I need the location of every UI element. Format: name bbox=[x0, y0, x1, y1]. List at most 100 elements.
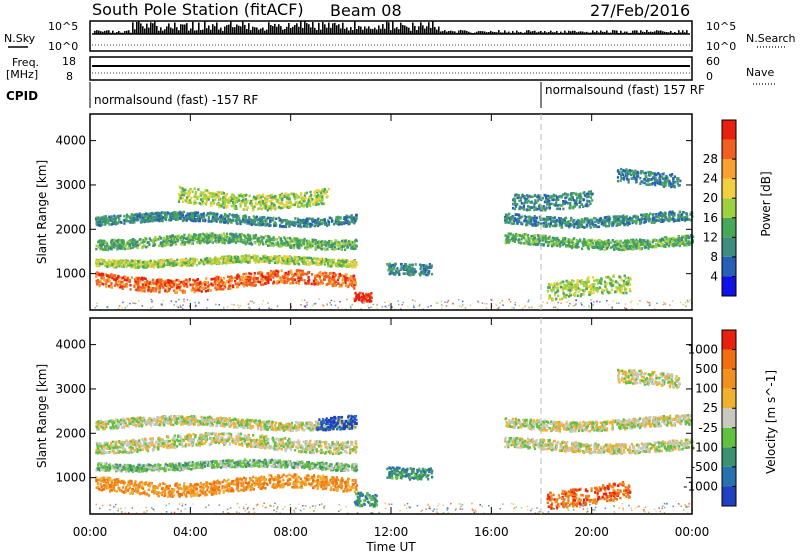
range-cell bbox=[297, 256, 300, 259]
range-cell bbox=[204, 259, 207, 263]
range-cell bbox=[667, 237, 670, 241]
range-cell bbox=[110, 223, 113, 226]
range-cell bbox=[168, 281, 171, 285]
range-cell bbox=[300, 259, 303, 262]
range-cell bbox=[408, 264, 411, 267]
range-cell bbox=[301, 273, 304, 276]
range-cell bbox=[688, 243, 691, 246]
range-cell bbox=[279, 238, 282, 241]
nsky-bar bbox=[200, 30, 202, 34]
range-cell bbox=[160, 284, 163, 288]
range-cell bbox=[110, 215, 113, 218]
range-cell bbox=[286, 275, 289, 278]
range-cell bbox=[153, 290, 156, 293]
nsky-bar bbox=[174, 22, 176, 34]
nsky-bar bbox=[424, 28, 426, 34]
range-cell bbox=[128, 280, 131, 283]
range-cell bbox=[215, 215, 218, 219]
range-cell bbox=[428, 266, 431, 269]
range-cell bbox=[108, 280, 111, 283]
range-cell bbox=[120, 241, 124, 245]
range-cell bbox=[316, 273, 319, 277]
range-cell bbox=[111, 273, 114, 277]
range-cell bbox=[334, 263, 338, 266]
nsky-bar bbox=[546, 32, 548, 34]
nsky-bar bbox=[292, 26, 294, 34]
nsky-bar bbox=[428, 22, 430, 34]
range-cell bbox=[326, 224, 329, 228]
range-cell bbox=[266, 257, 269, 261]
range-cell bbox=[133, 220, 136, 224]
range-cell bbox=[264, 240, 268, 244]
range-cell bbox=[193, 237, 196, 241]
range-cell bbox=[192, 219, 195, 223]
range-cell bbox=[204, 235, 207, 238]
nsky-bar bbox=[382, 24, 384, 34]
range-cell bbox=[124, 262, 127, 266]
nsky-bar bbox=[332, 23, 334, 34]
range-cell bbox=[602, 241, 605, 244]
range-cell bbox=[288, 236, 291, 240]
range-cell bbox=[202, 286, 205, 290]
range-cell bbox=[190, 196, 193, 200]
range-cell bbox=[256, 194, 259, 198]
nsky-bar bbox=[402, 25, 404, 34]
range-cell bbox=[318, 244, 322, 247]
range-cell bbox=[236, 237, 239, 240]
range-cell bbox=[249, 278, 252, 281]
range-cell bbox=[194, 194, 197, 198]
range-cell bbox=[339, 260, 342, 263]
range-cell bbox=[332, 271, 335, 275]
range-cell bbox=[143, 240, 146, 244]
range-cell bbox=[205, 234, 209, 238]
range-cell bbox=[207, 289, 210, 292]
range-cell bbox=[181, 191, 184, 195]
range-cell bbox=[180, 242, 184, 245]
range-cell bbox=[137, 286, 140, 289]
range-cell bbox=[286, 237, 289, 240]
range-cell bbox=[351, 216, 354, 220]
range-cell bbox=[287, 242, 290, 245]
range-cell bbox=[272, 195, 275, 199]
range-cell bbox=[583, 239, 586, 242]
range-cell bbox=[349, 262, 352, 265]
nsky-bar bbox=[374, 27, 376, 34]
range-cell bbox=[261, 275, 264, 278]
range-cell bbox=[308, 279, 311, 282]
range-cell bbox=[321, 273, 324, 277]
range-cell bbox=[236, 282, 240, 285]
nsky-bar bbox=[320, 29, 322, 34]
range-cell bbox=[304, 246, 307, 250]
nsky-bar bbox=[314, 27, 316, 34]
range-cell bbox=[264, 282, 267, 285]
nsky-bar bbox=[250, 30, 252, 34]
nsky-bar bbox=[346, 27, 348, 34]
range-cell bbox=[208, 234, 211, 238]
range-cell bbox=[162, 263, 165, 266]
nsky-bar bbox=[268, 22, 270, 34]
range-cell bbox=[104, 279, 107, 282]
range-cell bbox=[193, 233, 196, 236]
range-cell bbox=[327, 223, 330, 226]
range-cell bbox=[306, 241, 309, 245]
range-cell bbox=[317, 202, 320, 206]
range-cell bbox=[276, 261, 279, 265]
range-cell bbox=[284, 278, 287, 281]
range-cell bbox=[326, 241, 329, 245]
range-cell bbox=[155, 287, 158, 291]
range-cell bbox=[300, 192, 303, 195]
range-cell bbox=[294, 221, 297, 225]
nsky-bar bbox=[680, 32, 682, 34]
range-cell bbox=[299, 225, 302, 229]
nsky-bar bbox=[452, 31, 454, 34]
range-cell bbox=[351, 240, 354, 244]
range-cell bbox=[245, 281, 248, 284]
range-cell bbox=[293, 238, 296, 242]
range-cell bbox=[171, 258, 174, 262]
nsky-bar bbox=[286, 26, 288, 34]
nsky-bar bbox=[634, 30, 636, 34]
nsky-bar bbox=[450, 30, 452, 34]
range-cell bbox=[113, 244, 116, 247]
range-cell bbox=[193, 217, 196, 221]
range-cell bbox=[313, 238, 316, 242]
